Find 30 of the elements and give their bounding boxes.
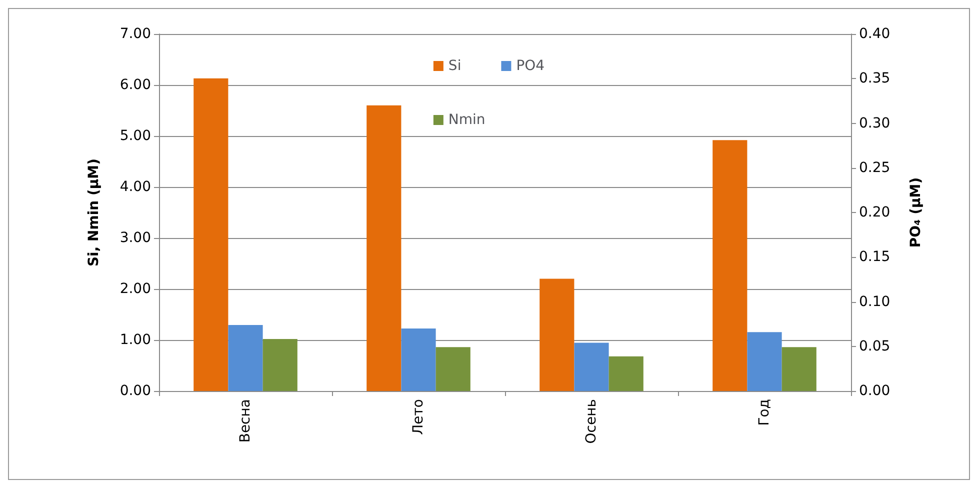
legend-label: Nmin — [448, 112, 486, 128]
y2-tick-label: 0.05 — [859, 338, 890, 354]
bar — [194, 78, 228, 391]
y2-tick-label: 0.25 — [859, 160, 890, 176]
legend-label: PO4 — [516, 58, 545, 74]
bar — [366, 105, 402, 391]
y-tick-label: 7.00 — [120, 26, 151, 42]
y2-tick-label: 0.15 — [859, 249, 890, 266]
y2-axis-title: PO₄ (µM) — [908, 177, 924, 248]
y2-tick-label: 0.30 — [859, 115, 890, 132]
y-tick-label: 2.00 — [120, 281, 151, 297]
y2-tick-label: 0.20 — [859, 204, 890, 220]
bar — [540, 278, 574, 391]
bar — [712, 140, 748, 391]
legend-label: Si — [448, 58, 462, 74]
y2-tick-label: 0.00 — [859, 383, 890, 399]
x-tick-label: Осень — [584, 399, 600, 444]
y2-tick-label: 0.35 — [859, 70, 890, 87]
y-tick-label: 5.00 — [120, 128, 151, 144]
x-tick-label: Весна — [238, 399, 254, 443]
x-tick-label: Год — [756, 399, 772, 426]
y-tick-label: 4.00 — [120, 179, 151, 195]
y-axis-title: Si, Nmin (µM) — [86, 158, 102, 267]
y-tick-label: 1.00 — [120, 332, 151, 348]
y2-tick-label: 0.40 — [859, 26, 890, 42]
y-tick-label: 6.00 — [120, 77, 151, 93]
y-tick-label: 3.00 — [120, 230, 151, 246]
y-tick-label: 0.00 — [120, 383, 151, 399]
x-tick-label: Лето — [410, 399, 426, 435]
y2-tick-label: 0.10 — [859, 294, 890, 310]
